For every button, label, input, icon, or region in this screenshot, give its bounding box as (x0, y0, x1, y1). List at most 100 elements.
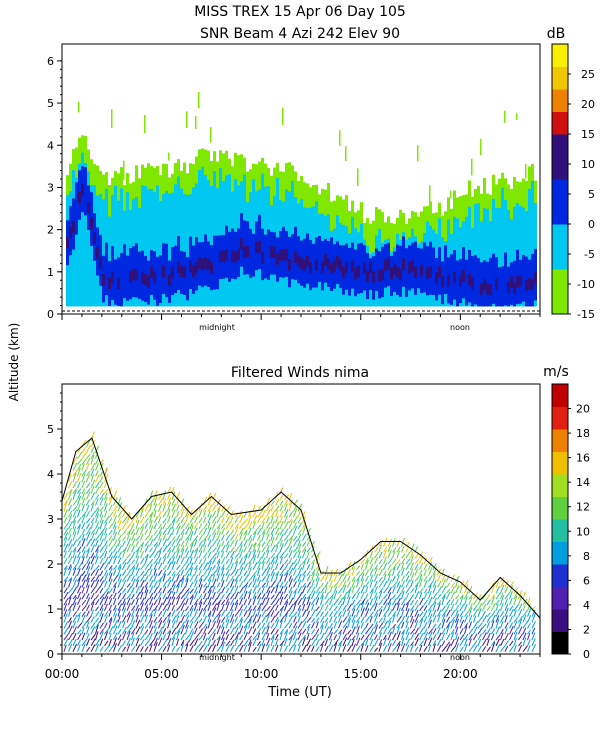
snr-colorbar-unit: dB (547, 26, 566, 42)
wind-barb (167, 570, 172, 576)
wind-barb (108, 565, 113, 571)
snr-cell (180, 188, 183, 307)
wind-barb (338, 587, 344, 594)
wind-colorbar-segment (552, 541, 568, 565)
wind-barb (230, 585, 235, 594)
wind-barb (77, 516, 82, 524)
wind-barb (135, 516, 139, 524)
wind-barb (446, 624, 450, 635)
wind-barb (279, 568, 285, 576)
wind-barb (504, 640, 509, 647)
snr-y-tick-label: 1 (47, 266, 54, 279)
wind-barb (207, 561, 212, 571)
wind-barb (405, 615, 410, 623)
wind-barb (266, 613, 270, 623)
wind-barb (356, 579, 360, 588)
wind-barb (437, 622, 442, 629)
snr-cell (252, 233, 255, 277)
wind-barb (297, 632, 302, 641)
wind-barb (108, 645, 114, 653)
snr-cell (186, 256, 189, 301)
wind-barb (243, 552, 248, 559)
wind-barb (63, 550, 67, 559)
wind-barb (185, 591, 190, 600)
wind-barb (149, 644, 153, 652)
wind-barb (162, 490, 167, 500)
wind-barb (167, 637, 172, 647)
wind-barb (230, 539, 235, 547)
wind-barb (315, 606, 320, 612)
wind-barb (432, 597, 438, 606)
wind-barb (293, 516, 298, 524)
wind-barb (68, 490, 72, 500)
wind-barb (126, 593, 132, 600)
wind-barb (401, 631, 405, 641)
snr-cell (357, 265, 360, 277)
wind-barb (189, 542, 194, 553)
wind-barb (158, 575, 164, 582)
wind-barb (90, 587, 96, 594)
wind-barb (410, 594, 415, 600)
wind-barb (90, 601, 95, 611)
wind-colorbar-tick-label: 10 (576, 525, 590, 538)
wind-barb (374, 547, 379, 553)
wind-barb (63, 565, 68, 571)
wind-barb (374, 647, 379, 653)
wind-barb (153, 599, 158, 606)
wind-barb (108, 546, 114, 553)
wind-barb (167, 493, 171, 500)
wind-barb (432, 633, 437, 641)
wind-barb (455, 613, 459, 623)
wind-barb (275, 556, 279, 565)
wind-barb (113, 515, 117, 524)
snr-cell (114, 185, 117, 307)
wind-barb (185, 606, 190, 612)
wind-barb (252, 595, 257, 606)
wind-barb (239, 586, 245, 594)
wind-barb (221, 557, 226, 565)
wind-barb (270, 610, 275, 617)
wind-barb (414, 620, 419, 629)
wind-barb (405, 562, 411, 571)
wind-barb (140, 574, 146, 582)
wind-barb (482, 632, 487, 641)
wind-barb (117, 615, 121, 623)
wind-barb (432, 601, 437, 611)
wind-barb (221, 564, 225, 571)
wind-barb (333, 581, 339, 588)
wind-barb (99, 528, 105, 536)
snr-cell (387, 257, 390, 270)
wind-barb (63, 591, 69, 600)
wind-barb (401, 575, 406, 582)
wind-barb (378, 588, 384, 594)
wind-barb (477, 627, 483, 635)
snr-cell (99, 257, 102, 269)
wind-barb (99, 587, 104, 594)
wind-barb (149, 592, 154, 600)
wind-barb (297, 563, 302, 571)
wind-barb (198, 574, 204, 582)
figure-title-line1: MISS TREX 15 Apr 06 Day 105 (194, 4, 406, 20)
wind-barb (95, 498, 99, 506)
wind-barb (302, 637, 306, 647)
wind-barb (144, 503, 150, 512)
snr-colorbar-segment (552, 224, 568, 247)
snr-cell (153, 271, 156, 283)
snr-cell (462, 270, 465, 282)
wind-barb (374, 621, 378, 629)
wind-barb (401, 621, 405, 629)
wind-barb (176, 504, 180, 512)
wind-barb (81, 504, 85, 512)
wind-barb (387, 592, 392, 600)
wind-barb (144, 607, 149, 617)
wind-barb (468, 607, 473, 617)
wind-barb (351, 626, 356, 635)
wind-barb (401, 580, 406, 588)
wind-barb (63, 567, 67, 576)
wind-barb (275, 638, 279, 647)
wind-barb (369, 604, 375, 612)
wind-barb (122, 528, 127, 536)
snr-y-tick-label: 0 (47, 308, 54, 321)
wind-barb (405, 579, 411, 588)
